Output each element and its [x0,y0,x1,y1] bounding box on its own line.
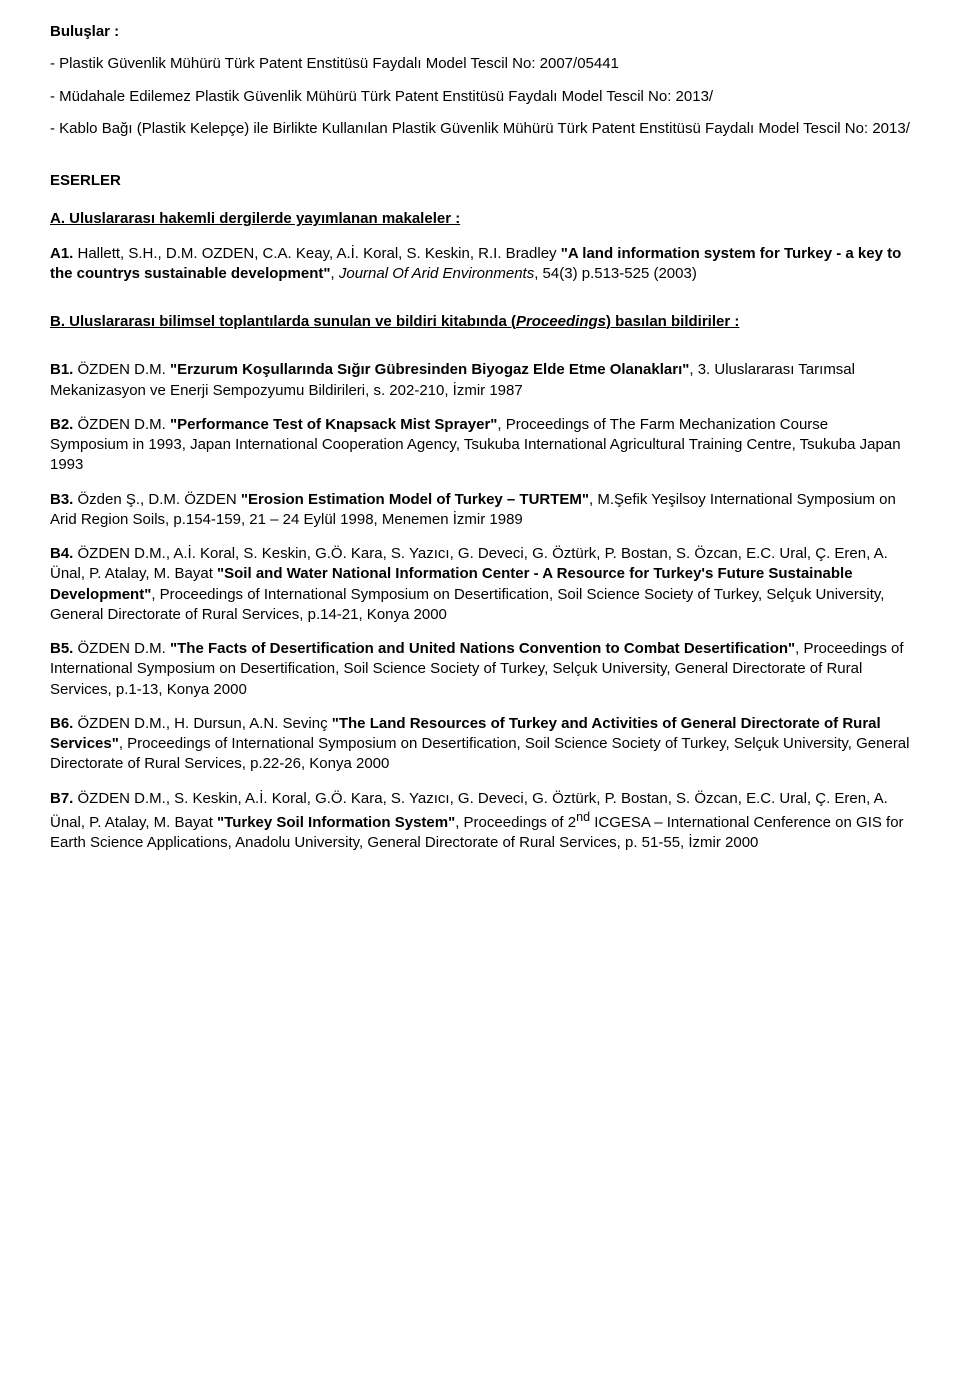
bulus-title: Buluşlar : [50,22,910,42]
entry-code: B4. [50,545,73,562]
section-b-u2: ) basılan bildiriler : [606,313,739,330]
bulus-item: - Müdahale Edilemez Plastik Güvenlik Müh… [50,87,910,107]
entry-journal: Journal Of Arid Environments [339,265,534,282]
entry-post: , Proceedings of International Symposium… [50,735,910,772]
entry-code: B3. [50,491,73,508]
entry-code: B2. [50,416,73,433]
bulus-item: - Plastik Güvenlik Mühürü Türk Patent En… [50,54,910,74]
entry-code: B1. [50,361,73,378]
entry-b6: B6. ÖZDEN D.M., H. Dursun, A.N. Sevinç "… [50,714,910,775]
entry-code: B6. [50,715,73,732]
eserler-heading: ESERLER [50,171,910,191]
entry-pre: Hallett, S.H., D.M. OZDEN, C.A. Keay, A.… [73,245,560,262]
entry-pre: ÖZDEN D.M. [73,640,170,657]
section-b-heading: B. Uluslararası bilimsel toplantılarda s… [50,312,910,332]
entry-code: B7. [50,790,73,807]
entry-b3: B3. Özden Ş., D.M. ÖZDEN "Erosion Estima… [50,490,910,531]
entry-b4: B4. ÖZDEN D.M., A.İ. Koral, S. Keskin, G… [50,544,910,625]
entry-b5: B5. ÖZDEN D.M. "The Facts of Desertifica… [50,639,910,700]
entry-title: "Erzurum Koşullarında Sığır Gübresinden … [170,361,689,378]
entry-b7: B7. ÖZDEN D.M., S. Keskin, A.İ. Koral, G… [50,789,910,854]
section-b-italic: Proceedings [516,313,606,330]
entry-b1: B1. ÖZDEN D.M. "Erzurum Koşullarında Sığ… [50,360,910,401]
entry-sep: , [331,265,339,282]
entry-pre: ÖZDEN D.M. [73,416,170,433]
entry-code: B5. [50,640,73,657]
entry-title: "Performance Test of Knapsack Mist Spray… [170,416,497,433]
entry-sup: nd [576,810,590,824]
entry-title: "The Facts of Desertification and United… [170,640,795,657]
entry-title: "Turkey Soil Information System" [217,814,455,831]
section-a-heading: A. Uluslararası hakemli dergilerde yayım… [50,209,910,229]
bulus-item: - Kablo Bağı (Plastik Kelepçe) ile Birli… [50,119,910,139]
entry-post-pre-sup: , Proceedings of 2 [455,814,576,831]
entry-pre: ÖZDEN D.M., H. Dursun, A.N. Sevinç [73,715,331,732]
entry-code: A1. [50,245,73,262]
entry-post: , Proceedings of International Symposium… [50,586,884,623]
entry-a1: A1. Hallett, S.H., D.M. OZDEN, C.A. Keay… [50,244,910,285]
entry-pre: Özden Ş., D.M. ÖZDEN [73,491,241,508]
section-b-u1: B. Uluslararası bilimsel toplantılarda s… [50,313,516,330]
entry-pre: ÖZDEN D.M. [73,361,170,378]
entry-post: , 54(3) p.513-525 (2003) [534,265,697,282]
entry-b2: B2. ÖZDEN D.M. "Performance Test of Knap… [50,415,910,476]
entry-title: "Erosion Estimation Model of Turkey – TU… [241,491,589,508]
